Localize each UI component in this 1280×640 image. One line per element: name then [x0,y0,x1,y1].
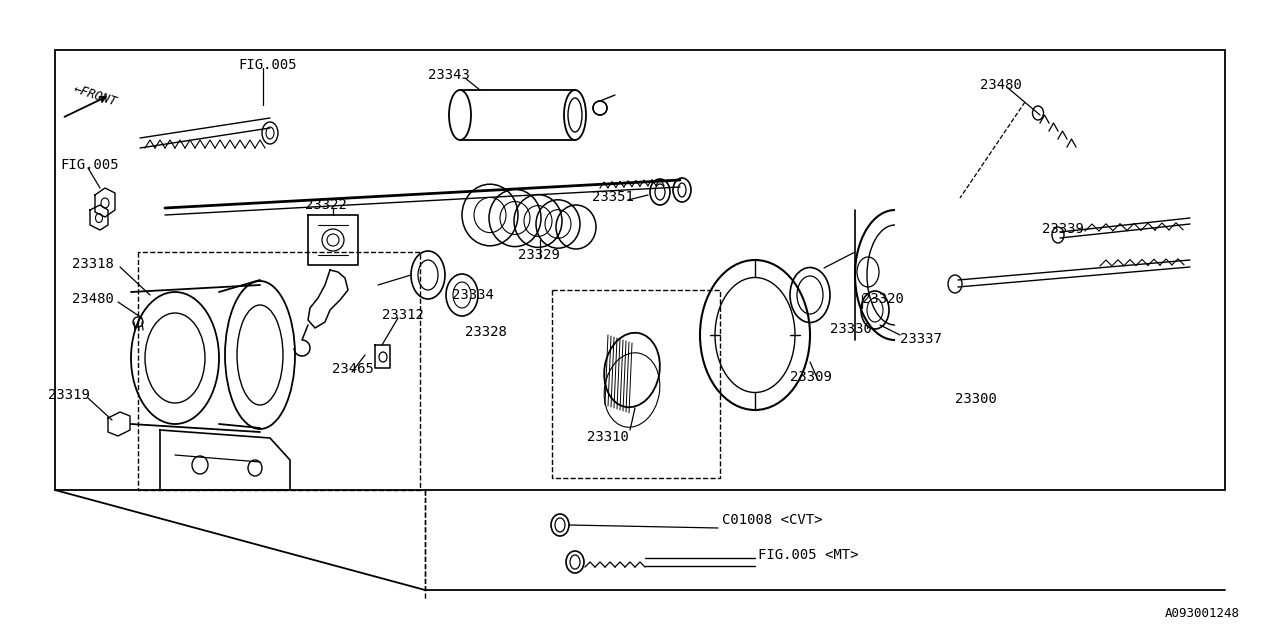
Text: FIG.005: FIG.005 [238,58,297,72]
Text: 23318: 23318 [72,257,114,271]
Text: 23480: 23480 [980,78,1021,92]
Ellipse shape [948,275,963,293]
Text: 23310: 23310 [588,430,628,444]
Text: 23334: 23334 [452,288,494,302]
Text: ←FRONT: ←FRONT [72,82,119,108]
Text: 23309: 23309 [790,370,832,384]
Text: FIG.005: FIG.005 [60,158,119,172]
Text: 23480: 23480 [72,292,114,306]
Text: 23343: 23343 [428,68,470,82]
Text: 23339: 23339 [1042,222,1084,236]
Text: FIG.005 <MT>: FIG.005 <MT> [758,548,859,562]
Text: 23300: 23300 [955,392,997,406]
Text: A093001248: A093001248 [1165,607,1240,620]
Text: 23330: 23330 [829,322,872,336]
Text: 23320: 23320 [861,292,904,306]
Text: 23351: 23351 [591,190,634,204]
Text: 23465: 23465 [332,362,374,376]
Text: 23322: 23322 [305,198,347,212]
Text: 23312: 23312 [381,308,424,322]
Text: 23329: 23329 [518,248,559,262]
Text: 23337: 23337 [900,332,942,346]
Text: 23328: 23328 [465,325,507,339]
Text: 23319: 23319 [49,388,90,402]
Text: C01008 <CVT>: C01008 <CVT> [722,513,823,527]
